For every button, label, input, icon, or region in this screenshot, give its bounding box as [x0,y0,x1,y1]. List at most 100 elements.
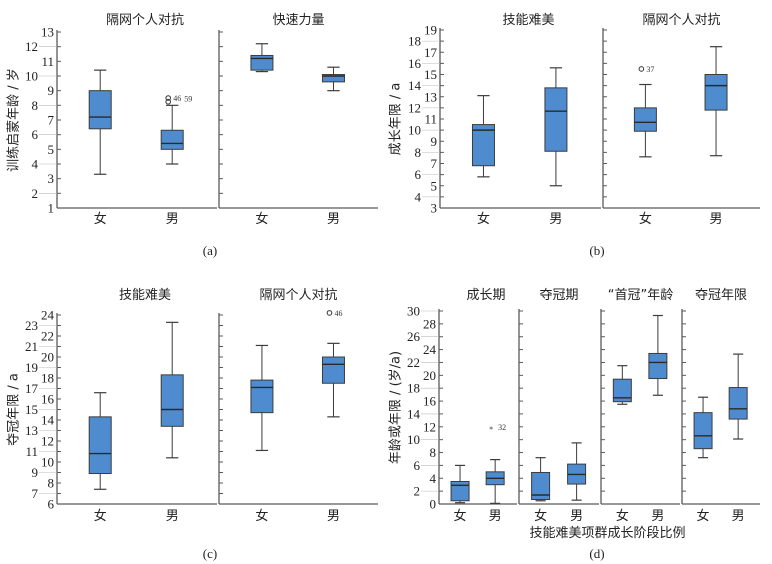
y-tick-label: 9 [431,134,438,149]
y-tick-label: 30 [407,304,420,319]
outlier-label: 59 [184,95,192,104]
iqr-box [88,90,112,130]
box-male: 男 [728,353,748,524]
y-tick-label: 7 [32,486,39,501]
x-category-label: 女 [94,508,107,524]
x-category-label: 女 [94,211,107,227]
y-axis-label: 年龄或年限 / (岁/a) [389,351,404,464]
y-tick-label: 14 [407,406,421,421]
y-tick-label: 13 [41,25,54,40]
x-category-label: 女 [616,508,629,524]
x-category-label: 男 [327,212,340,227]
y-tick-label: 19 [424,23,437,38]
iqr-box [544,87,568,152]
iqr-box [471,124,495,167]
box-female: 女 [250,344,274,524]
box-male: * 32 男 [485,423,506,524]
iqr-box [88,416,112,475]
box-female: 女 [471,95,495,227]
y-tick-label: 7 [431,156,438,171]
y-tick-label: 7 [48,113,55,128]
outlier-circle-marker [165,98,171,105]
y-tick-label: 6 [32,127,39,142]
subplot-title: 隔网个人对抗 [642,13,720,28]
box-male: 46 男 [321,309,345,524]
y-tick-label: 5 [431,178,438,193]
y-tick-label: 8 [48,476,55,491]
y-tick-label: 9 [32,465,39,480]
y-tick-label: 3 [431,201,438,216]
x-category-label: 男 [651,509,664,524]
box-male: 男 [704,46,728,227]
y-tick-label: 11 [25,444,38,459]
iqr-box [321,356,345,384]
subplot-title: 技能难美 [119,288,171,303]
y-axis-label: 成长年限 / a [389,83,404,156]
iqr-box [704,74,728,111]
y-tick-label: 15 [25,402,38,417]
subplot-title: 隔网个人对抗 [259,288,337,303]
iqr-box [531,471,551,500]
subplot-title: 技能难美 [502,13,554,28]
y-tick-label: 16 [423,394,437,409]
x-category-label: 男 [732,509,745,524]
x-category-label: 男 [710,212,723,227]
y-tick-label: 22 [41,329,54,344]
y-tick-label: 28 [423,316,436,331]
panel-caption: (c) [203,546,217,561]
panel-caption: (a) [203,243,217,258]
iqr-box [693,412,713,450]
y-tick-label: 12 [408,100,421,115]
x-category-label: 女 [534,508,547,524]
y-tick-label: 24 [423,342,437,357]
panel-caption: (d) [589,546,604,561]
iqr-box [321,74,345,83]
box-female: 女 [531,457,551,524]
y-tick-label: 4 [415,189,422,204]
y-tick-label: 19 [25,360,38,375]
y-tick-label: 18 [407,381,420,396]
box-female: 女 [450,464,470,524]
x-category-label: 女 [255,508,268,524]
box-male: 46 59 男 [160,94,192,227]
y-tick-label: 12 [423,419,436,434]
x-category-label: 男 [166,212,179,227]
iqr-box [450,480,470,502]
subplot: “首冠”年龄女 男 [600,288,680,524]
iqr-box [160,374,184,427]
iqr-box [633,107,657,132]
x-category-label: 女 [477,211,490,227]
y-tick-label: 8 [415,145,422,160]
y-tick-label: 10 [407,432,420,447]
y-tick-label: 8 [32,98,39,113]
y-tick-label: 11 [41,54,54,69]
outlier-label: 32 [498,423,506,432]
box-male: 男 [544,67,568,227]
y-axis-label: 训练启蒙年龄 / 岁 [7,68,22,172]
y-tick-label: 16 [408,56,422,71]
y-tick-label: 23 [25,318,38,333]
y-tick-label: 12 [25,39,38,54]
outlier-circle-marker [326,310,333,316]
y-tick-label: 21 [25,339,38,354]
iqr-box [250,379,274,414]
y-tick-label: 2 [414,484,421,499]
x-category-label: 男 [489,509,502,524]
subplot-title: 夺冠期 [539,288,578,303]
y-tick-label: 17 [25,381,39,396]
x-axis-label: 技能难美项群成长阶段比例 [529,526,685,541]
x-category-label: 女 [639,211,652,227]
iqr-box [612,378,632,403]
y-tick-label: 18 [41,371,54,386]
